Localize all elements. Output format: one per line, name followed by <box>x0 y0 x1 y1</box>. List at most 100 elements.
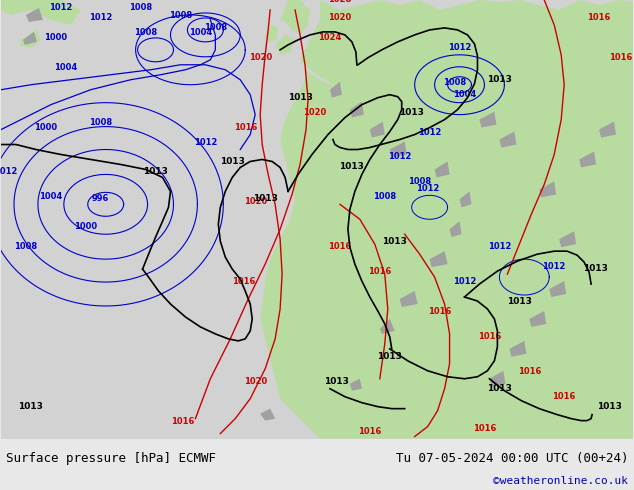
Text: 1013: 1013 <box>507 297 532 306</box>
Polygon shape <box>363 239 385 314</box>
Polygon shape <box>450 221 462 237</box>
Text: 1016: 1016 <box>517 367 541 376</box>
Polygon shape <box>479 112 496 127</box>
Text: 1016: 1016 <box>473 423 496 433</box>
Text: 1013: 1013 <box>377 352 402 361</box>
Text: Surface pressure [hPa] ECMWF: Surface pressure [hPa] ECMWF <box>6 452 216 466</box>
Text: 1013: 1013 <box>583 264 607 273</box>
Text: 1012: 1012 <box>488 242 511 251</box>
Text: 1016: 1016 <box>368 267 391 276</box>
Polygon shape <box>500 132 516 147</box>
Text: 1013: 1013 <box>325 377 349 386</box>
Text: 1008: 1008 <box>408 177 431 186</box>
Text: 1008: 1008 <box>89 118 112 126</box>
Text: 1008: 1008 <box>169 11 192 20</box>
Text: 1024: 1024 <box>318 33 342 42</box>
Polygon shape <box>26 8 43 22</box>
Polygon shape <box>19 30 41 48</box>
Polygon shape <box>435 162 450 177</box>
Text: 1016: 1016 <box>587 13 611 22</box>
Text: 1012: 1012 <box>453 277 476 286</box>
Polygon shape <box>260 60 633 439</box>
Text: 1028: 1028 <box>328 0 351 4</box>
Text: 1016: 1016 <box>233 122 257 132</box>
Polygon shape <box>275 35 295 55</box>
Polygon shape <box>260 279 295 324</box>
Polygon shape <box>280 0 310 35</box>
Text: Tu 07-05-2024 00:00 UTC (00+24): Tu 07-05-2024 00:00 UTC (00+24) <box>396 452 628 466</box>
Text: 1008: 1008 <box>204 23 227 32</box>
Text: 1016: 1016 <box>428 307 451 316</box>
Text: 1020: 1020 <box>304 108 327 117</box>
Text: 1016: 1016 <box>552 392 576 401</box>
Polygon shape <box>460 192 472 207</box>
Text: 1012: 1012 <box>388 152 411 162</box>
Polygon shape <box>529 311 547 327</box>
Text: 1004: 1004 <box>54 63 77 72</box>
Polygon shape <box>509 341 526 357</box>
Polygon shape <box>330 82 342 98</box>
Polygon shape <box>599 122 616 138</box>
Text: 1013: 1013 <box>399 108 424 117</box>
Text: ©weatheronline.co.uk: ©weatheronline.co.uk <box>493 476 628 486</box>
Polygon shape <box>549 281 566 297</box>
Text: 1008: 1008 <box>129 3 152 12</box>
Polygon shape <box>380 319 395 334</box>
Text: 1012: 1012 <box>49 3 72 12</box>
Text: 1012: 1012 <box>448 43 471 52</box>
Polygon shape <box>390 142 406 157</box>
Text: 1020: 1020 <box>243 377 267 386</box>
Text: 1016: 1016 <box>609 53 633 62</box>
Text: 1013: 1013 <box>597 402 621 411</box>
Text: 1013: 1013 <box>18 402 43 411</box>
Text: 1016: 1016 <box>328 242 352 251</box>
Text: 1012: 1012 <box>416 184 439 194</box>
Text: 1000: 1000 <box>34 122 58 132</box>
Text: 1008: 1008 <box>443 78 466 87</box>
Text: 1016: 1016 <box>231 277 255 286</box>
Text: 1012: 1012 <box>543 262 566 271</box>
Text: 1013: 1013 <box>382 237 407 246</box>
Text: 1008: 1008 <box>373 193 396 201</box>
Text: 1000: 1000 <box>74 222 98 231</box>
Text: 1013: 1013 <box>339 163 365 172</box>
Text: 1016: 1016 <box>171 416 194 426</box>
Text: 996: 996 <box>92 195 110 203</box>
Text: 1020: 1020 <box>328 13 351 22</box>
Text: 1013: 1013 <box>288 93 313 101</box>
Polygon shape <box>540 181 556 197</box>
Text: 1008: 1008 <box>134 28 157 37</box>
Polygon shape <box>260 409 275 420</box>
Text: 1020: 1020 <box>249 53 272 62</box>
Polygon shape <box>300 0 633 105</box>
Text: 1013: 1013 <box>487 384 512 392</box>
Text: 1016: 1016 <box>478 332 501 341</box>
Polygon shape <box>265 25 278 42</box>
Text: 1004: 1004 <box>453 90 476 98</box>
Text: 1013: 1013 <box>220 157 245 167</box>
Text: 1013: 1013 <box>143 168 168 176</box>
Polygon shape <box>1 0 81 25</box>
Text: 1020: 1020 <box>243 197 267 206</box>
Text: 1012: 1012 <box>89 13 112 22</box>
Polygon shape <box>310 319 465 409</box>
Polygon shape <box>559 231 576 247</box>
Polygon shape <box>350 379 362 391</box>
Text: 1013: 1013 <box>487 75 512 84</box>
Text: 1008: 1008 <box>15 242 37 251</box>
Polygon shape <box>23 32 37 45</box>
Polygon shape <box>370 122 385 138</box>
Polygon shape <box>489 371 505 387</box>
Text: 1016: 1016 <box>358 427 382 436</box>
Text: 1013: 1013 <box>253 195 278 203</box>
Polygon shape <box>430 251 448 267</box>
Text: 1012: 1012 <box>0 168 18 176</box>
Polygon shape <box>399 291 418 307</box>
Polygon shape <box>579 151 596 168</box>
Polygon shape <box>350 101 364 118</box>
Text: 1012: 1012 <box>193 138 217 147</box>
Text: 1012: 1012 <box>418 127 441 137</box>
Text: 1004: 1004 <box>39 193 63 201</box>
Text: 1000: 1000 <box>44 33 67 42</box>
Text: 1004: 1004 <box>189 28 212 37</box>
